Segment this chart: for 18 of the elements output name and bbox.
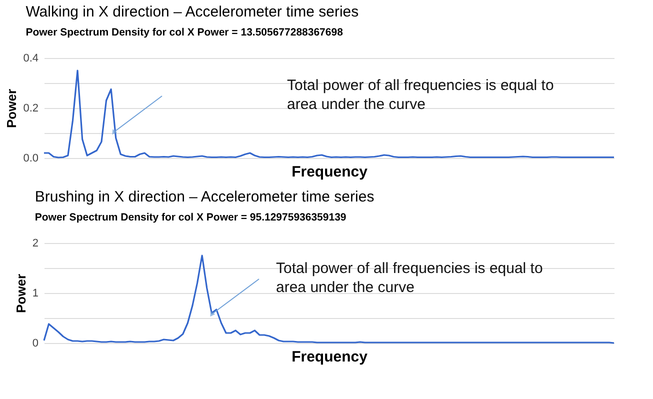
annotation: Total power of all frequencies is equal to area under the curve bbox=[287, 77, 554, 113]
line-series bbox=[43, 254, 615, 344]
line-series bbox=[43, 70, 615, 158]
y-tick-label: 0.0 bbox=[23, 152, 38, 164]
annotation: Total power of all frequencies is equal to area under the curve bbox=[276, 260, 543, 296]
x-axis-title: Frequency bbox=[292, 164, 368, 180]
chart-title: Walking in X direction – Accelerometer time series bbox=[26, 4, 359, 20]
y-tick-label: 1 bbox=[32, 288, 38, 300]
y-tick-label: 0.2 bbox=[23, 102, 38, 114]
chart-subtitle: Power Spectrum Density for col X Power = 13.505677288367698 bbox=[26, 26, 344, 38]
y-tick-label: 0 bbox=[32, 338, 38, 350]
y-tick-label: 0.4 bbox=[23, 52, 38, 64]
x-axis-title: Frequency bbox=[292, 348, 368, 366]
chart-subtitle: Power Spectrum Density for col X Power = 95.12975936359139 bbox=[34, 212, 346, 224]
y-axis-title: Power bbox=[13, 274, 28, 314]
y-tick-label: 2 bbox=[32, 238, 38, 250]
y-axis-title: Power bbox=[4, 88, 20, 128]
chart-title: Brushing in X direction – Accelerometer time series bbox=[34, 188, 374, 206]
